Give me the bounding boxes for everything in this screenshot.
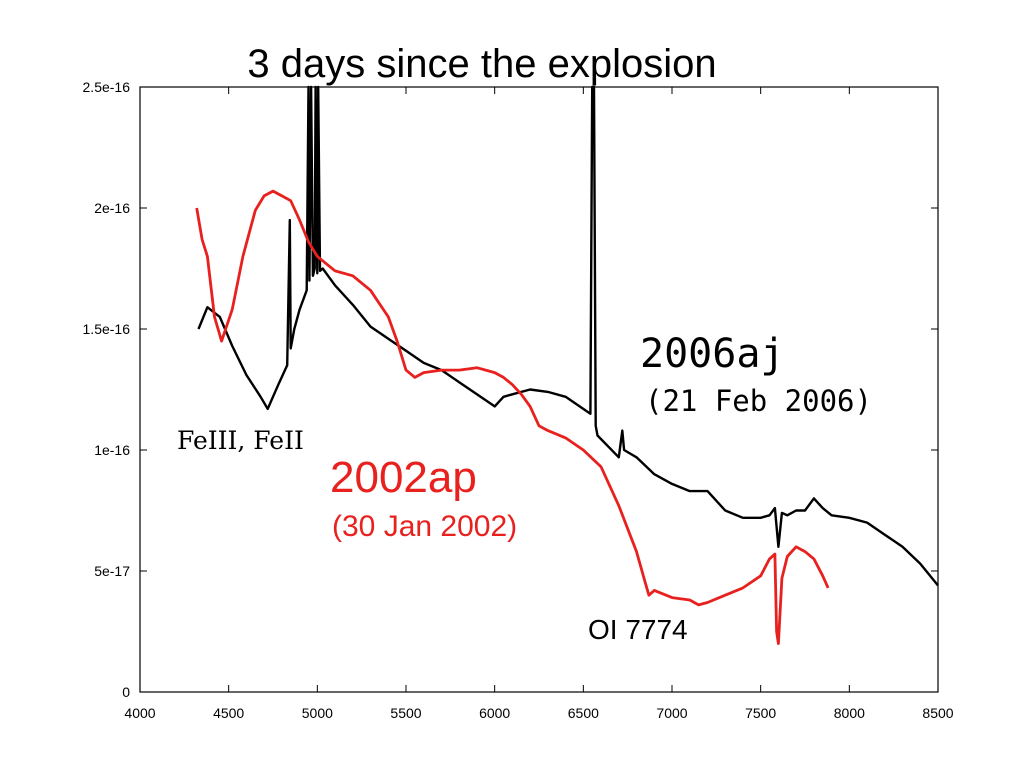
y-tick-label: 1e-16 xyxy=(94,442,130,458)
label-2002ap-date: (30 Jan 2002) xyxy=(332,510,518,543)
slide-title: 3 days since the explosion xyxy=(247,42,717,86)
x-tick-label: 8500 xyxy=(922,705,953,721)
series-layer xyxy=(195,85,939,645)
y-tick-label: 0 xyxy=(122,684,130,700)
x-tick-label: 8000 xyxy=(834,705,865,721)
y-tick-label: 2.5e-16 xyxy=(83,79,131,95)
label-2002ap-name: 2002ap xyxy=(330,453,477,502)
annotation-oi-line: OI 7774 xyxy=(588,614,688,645)
y-tick-label: 5e-17 xyxy=(94,563,130,579)
x-tick-label: 7500 xyxy=(745,705,776,721)
annotation-fe-lines: FeIII, FeII xyxy=(177,426,304,455)
y-tick-label: 2e-16 xyxy=(94,200,130,216)
series-line-2006aj xyxy=(197,85,939,587)
x-tick-label: 7000 xyxy=(656,705,687,721)
x-tick-label: 6500 xyxy=(568,705,599,721)
label-2006aj-date: (21 Feb 2006) xyxy=(645,384,872,418)
x-tick-label: 4000 xyxy=(124,705,155,721)
x-tick-label: 4500 xyxy=(213,705,244,721)
x-tick-label: 6000 xyxy=(479,705,510,721)
axes: 4000 4500 5000 5500 6000 6500 7000 7500 8000 8500… xyxy=(83,79,954,721)
plot-frame xyxy=(139,86,939,693)
x-tick-label: 5500 xyxy=(390,705,421,721)
series-line-2002ap xyxy=(195,189,830,645)
y-tick-label: 1.5e-16 xyxy=(83,321,131,337)
x-tick-label: 5000 xyxy=(302,705,333,721)
label-2006aj-name: 2006aj xyxy=(640,331,785,377)
